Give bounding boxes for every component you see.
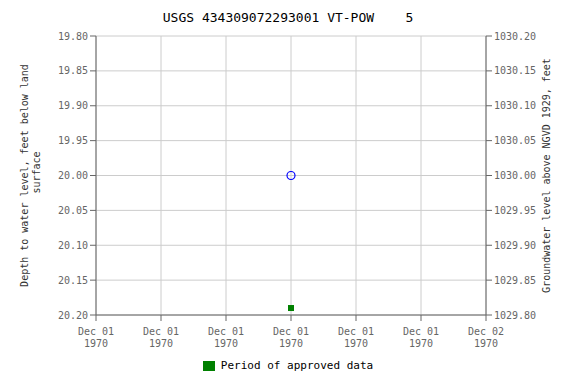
svg-text:20.20: 20.20 (58, 310, 88, 321)
svg-text:1030.00: 1030.00 (494, 170, 536, 181)
svg-text:Depth to water level, feet bel: Depth to water level, feet below land su… (19, 64, 42, 287)
svg-text:1029.80: 1029.80 (494, 310, 536, 321)
svg-text:20.00: 20.00 (58, 170, 88, 181)
svg-text:1030.05: 1030.05 (494, 135, 536, 146)
svg-text:1029.90: 1029.90 (494, 240, 536, 251)
svg-text:1030.20: 1030.20 (494, 31, 536, 42)
svg-text:19.80: 19.80 (58, 31, 88, 42)
svg-text:20.15: 20.15 (58, 275, 88, 286)
svg-text:Dec 011970: Dec 011970 (208, 326, 244, 349)
svg-text:1030.10: 1030.10 (494, 100, 536, 111)
svg-text:1029.85: 1029.85 (494, 275, 536, 286)
svg-text:Dec 011970: Dec 011970 (338, 326, 374, 349)
svg-text:1029.95: 1029.95 (494, 205, 536, 216)
svg-text:19.85: 19.85 (58, 65, 88, 76)
html-text:USGS 434309072293001 VT-POW 5: USGS 434309072293001 VT-POW 5 (162, 10, 414, 25)
svg-text:Groundwater level above NGVD 1: Groundwater level above NGVD 1929, feet (541, 58, 552, 293)
svg-text:Dec 011970: Dec 011970 (273, 326, 309, 349)
svg-text:Dec 011970: Dec 011970 (143, 326, 179, 349)
svg-text:19.90: 19.90 (58, 100, 88, 111)
svg-text:20.05: 20.05 (58, 205, 88, 216)
svg-text:19.95: 19.95 (58, 135, 88, 146)
svg-text:Dec 011970: Dec 011970 (403, 326, 439, 349)
svg-text:Dec 011970: Dec 011970 (78, 326, 114, 349)
html-text:Period of approved data: Period of approved data (220, 359, 374, 372)
svg-text:Dec 021970: Dec 021970 (468, 326, 504, 349)
svg-text:1030.15: 1030.15 (494, 65, 536, 76)
svg-text:20.10: 20.10 (58, 240, 88, 251)
